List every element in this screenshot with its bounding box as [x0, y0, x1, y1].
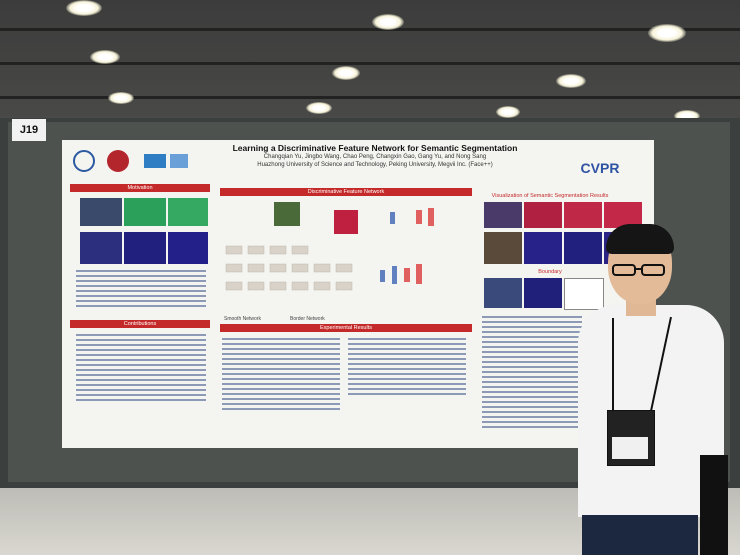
ceiling-truss [0, 96, 740, 99]
boundary-image [484, 278, 522, 308]
ceiling-light [108, 92, 134, 104]
result-image [484, 202, 522, 228]
cvpr-logo: CVPR [580, 160, 620, 176]
ceiling-light [648, 24, 686, 42]
section-header-results: Visualization of Semantic Segmentation R… [491, 193, 609, 199]
ceiling-light [66, 0, 102, 16]
ceiling-light [306, 102, 332, 114]
section-header-experiments: Experimental Results [220, 324, 472, 332]
contributions-text [76, 334, 206, 404]
motivation-text [76, 270, 206, 310]
section-header-network: Discriminative Feature Network [220, 188, 472, 196]
lanyard [612, 318, 614, 413]
motivation-image [168, 198, 208, 226]
motivation-image [124, 198, 166, 226]
result-image [524, 202, 562, 228]
section-header-contributions: Contributions [70, 320, 210, 328]
research-poster: Learning a Discriminative Feature Networ… [62, 140, 654, 448]
dark-stand [700, 455, 728, 555]
ceiling-light [90, 50, 120, 64]
motivation-image [168, 232, 208, 264]
ceiling-light [372, 14, 404, 30]
motivation-image [80, 198, 122, 226]
university-logos [73, 150, 188, 172]
figure-label-border: Border Network [290, 316, 325, 322]
result-image [524, 232, 562, 264]
poster-authors: Changqian Yu, Jingbo Wang, Chao Peng, Ch… [263, 154, 487, 160]
booth-number-tag: J19 [12, 119, 46, 141]
result-image [604, 202, 642, 228]
motivation-image [80, 232, 122, 264]
poster-title: Learning a Discriminative Feature Networ… [232, 143, 518, 153]
glasses-icon [612, 264, 665, 276]
ceiling-truss [0, 62, 740, 65]
presenter-hair [606, 224, 674, 254]
ceiling-light [332, 66, 360, 80]
network-diagram: Smooth Network Border Network [224, 202, 434, 322]
ceiling [0, 0, 740, 130]
motivation-image [124, 232, 166, 264]
result-image [564, 202, 602, 228]
boundary-image [564, 278, 604, 310]
result-image [564, 232, 602, 264]
section-header-motivation: Motivation [70, 184, 210, 192]
ceiling-light [496, 106, 520, 118]
ceiling-truss [0, 28, 740, 31]
figure-label-smooth: Smooth Network [224, 316, 261, 322]
experiments-table-left [222, 338, 340, 413]
boundary-image [524, 278, 562, 308]
poster-affiliation: Huazhong University of Science and Techn… [257, 162, 493, 168]
ceiling-light [556, 74, 586, 88]
name-badge-card [612, 437, 648, 459]
experiments-table-right [348, 338, 466, 398]
presenter-pants [582, 515, 698, 555]
section-header-boundary: Boundary [538, 269, 562, 275]
result-image [484, 232, 522, 264]
results-table [482, 316, 582, 431]
